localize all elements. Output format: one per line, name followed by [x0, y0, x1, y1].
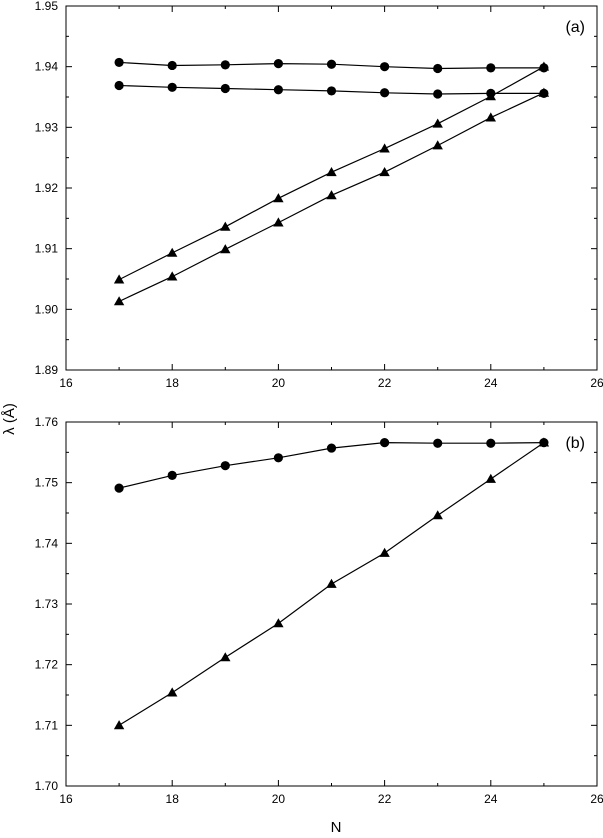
data-point-circle — [220, 83, 230, 94]
data-point-circle — [433, 89, 443, 99]
x-tick-label: 26 — [590, 376, 603, 390]
series-1 — [114, 57, 549, 74]
data-point-triangle — [113, 274, 125, 284]
data-point-circle — [167, 470, 177, 480]
x-tick-label: 20 — [272, 376, 286, 390]
data-point-circle — [273, 59, 283, 69]
data-point-circle — [486, 63, 496, 73]
data-point-triangle — [538, 87, 550, 97]
series-4 — [113, 87, 550, 306]
data-point-triangle — [432, 510, 443, 520]
x-tick-label: 16 — [59, 792, 73, 806]
x-tick-label: 20 — [272, 792, 286, 806]
data-point-circle — [220, 60, 230, 70]
shared-y-axis-label: λ (Å) — [1, 403, 18, 435]
data-point-triangle — [379, 167, 390, 177]
y-tick-label: 1.91 — [35, 242, 59, 256]
y-tick-label: 1.90 — [35, 302, 59, 316]
y-tick-label: 1.73 — [35, 597, 59, 611]
data-point-circle — [273, 85, 283, 95]
data-point-triangle — [485, 91, 496, 101]
data-point-triangle — [167, 271, 178, 281]
data-point-triangle — [538, 61, 550, 71]
data-point-circle — [167, 60, 177, 71]
data-point-circle — [114, 483, 124, 493]
data-point-circle — [326, 443, 337, 453]
data-point-circle — [380, 438, 390, 448]
shared-x-axis-label: N — [331, 819, 342, 836]
x-tick-label: 16 — [59, 376, 73, 390]
series-3 — [113, 61, 550, 284]
data-point-triangle — [485, 473, 496, 483]
data-point-triangle — [220, 221, 231, 231]
data-point-circle — [433, 438, 443, 448]
data-point-triangle — [432, 118, 443, 128]
data-point-triangle — [273, 193, 284, 203]
x-tick-label: 24 — [484, 792, 498, 806]
y-tick-label: 1.93 — [35, 120, 59, 134]
data-point-triangle — [113, 720, 125, 730]
data-point-circle — [167, 82, 177, 92]
x-tick-label: 22 — [378, 792, 392, 806]
y-tick-label: 1.76 — [35, 415, 59, 429]
data-point-triangle — [326, 190, 337, 200]
series-1 — [114, 438, 549, 493]
panel-b: 16 18 20 22 24 26 1.70 1.71 1.72 1.73 1.74 1.75 1.76… — [35, 415, 603, 806]
data-point-triangle — [485, 112, 496, 122]
y-tick-label: 1.95 — [35, 0, 59, 13]
data-point-triangle — [432, 140, 443, 150]
data-point-triangle — [273, 618, 284, 628]
y-tick-label: 1.70 — [35, 779, 59, 793]
plot-frame — [65, 421, 598, 787]
data-point-circle — [380, 88, 390, 98]
x-tick-label: 18 — [166, 792, 180, 806]
y-tick-label: 1.94 — [35, 60, 59, 74]
x-tick-label: 18 — [166, 376, 180, 390]
data-point-triangle — [167, 687, 178, 697]
x-tick-label: 22 — [378, 376, 392, 390]
data-point-triangle — [326, 578, 337, 588]
data-point-circle — [326, 59, 337, 69]
data-point-triangle — [326, 167, 337, 177]
series-2 — [113, 437, 550, 730]
y-tick-label: 1.72 — [35, 658, 59, 672]
data-point-circle — [114, 80, 124, 91]
data-point-circle — [380, 62, 390, 72]
y-tick-label: 1.89 — [35, 363, 59, 377]
data-point-triangle — [273, 217, 284, 227]
panel-a: 16 18 20 22 24 26 1.89 1.90 1.91 1.92 1.93 1.94 1.95… — [35, 0, 603, 390]
data-point-circle — [486, 438, 496, 448]
y-tick-label: 1.75 — [35, 476, 59, 490]
data-point-circle — [273, 453, 283, 463]
data-point-triangle — [220, 244, 231, 254]
data-point-circle — [114, 57, 124, 68]
x-tick-label: 24 — [484, 376, 498, 390]
data-point-triangle — [379, 547, 390, 557]
panel-label: (a) — [565, 19, 585, 36]
data-point-circle — [433, 63, 443, 74]
data-point-circle — [326, 86, 337, 96]
y-tick-label: 1.92 — [35, 181, 59, 195]
x-tick-label: 26 — [590, 792, 603, 806]
y-tick-label: 1.74 — [35, 536, 59, 550]
data-point-triangle — [379, 143, 390, 153]
data-point-triangle — [167, 247, 178, 257]
data-point-triangle — [220, 652, 231, 662]
data-point-circle — [220, 461, 230, 471]
panel-label: (b) — [565, 435, 585, 452]
series-2 — [114, 80, 549, 99]
y-tick-label: 1.71 — [35, 718, 59, 732]
data-point-triangle — [113, 296, 125, 306]
data-point-triangle — [538, 437, 550, 447]
